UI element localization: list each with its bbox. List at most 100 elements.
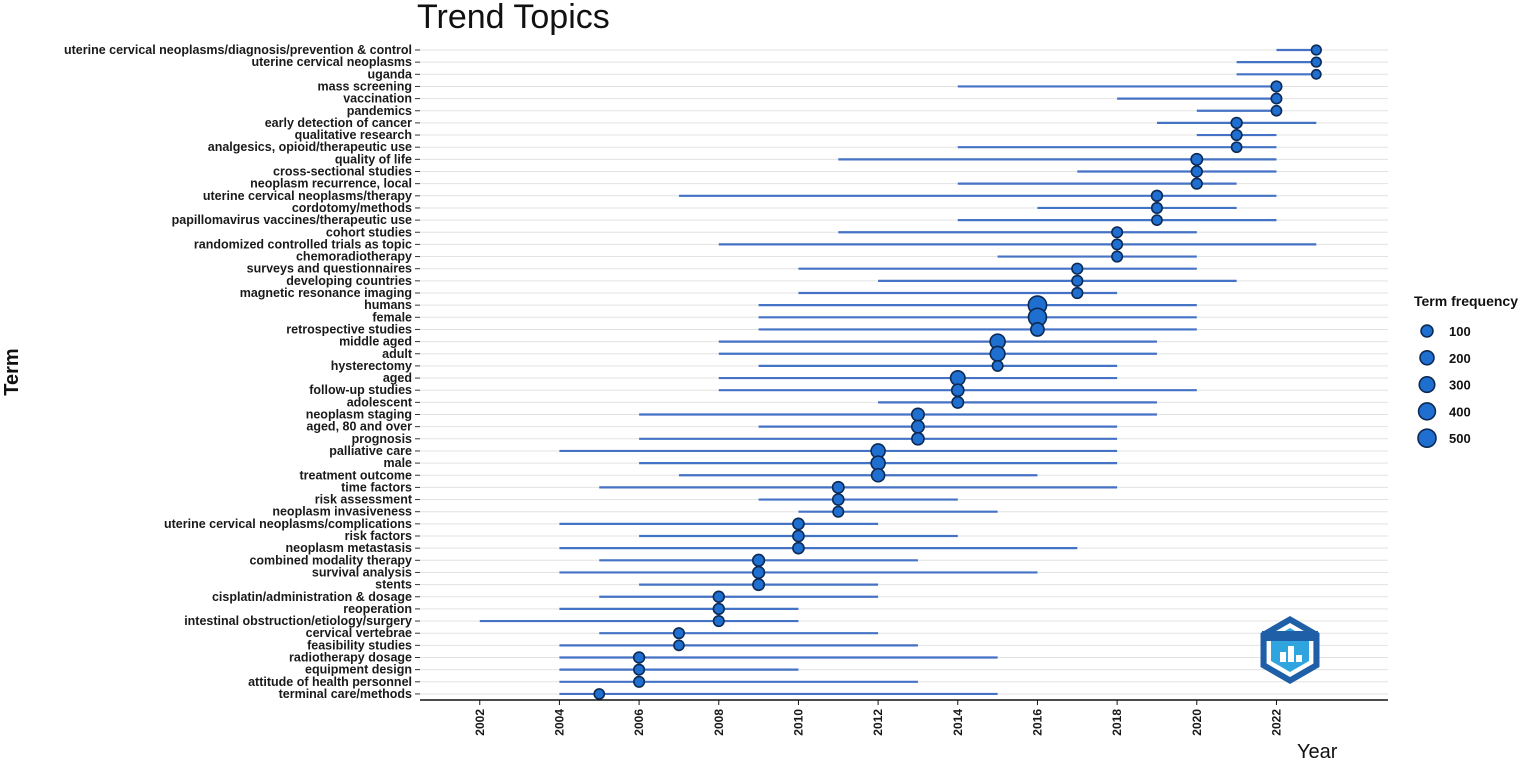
term-label: treatment outcome [299,468,412,482]
term-label: adolescent [347,395,413,409]
term-label: qualitative research [295,128,412,142]
term-label: uterine cervical neoplasms/diagnosis/pre… [64,43,412,57]
term-point [672,627,685,640]
term-label: survival analysis [312,565,412,579]
term-label: papillomavirus vaccines/therapeutic use [172,213,412,227]
term-point [1230,116,1243,130]
term-label: analgesics, opioid/therapeutic use [208,140,412,154]
term-label: chemoradiotherapy [296,250,412,264]
term-label: prognosis [352,432,412,446]
term-point [1030,322,1045,337]
term-point [1190,177,1203,190]
x-tick-label: 2010 [791,709,805,736]
term-label: attitude of health personnel [248,675,412,689]
term-label: cross-sectional studies [273,165,412,179]
legend-title: Term frequency [1414,293,1518,309]
term-point [712,615,725,628]
term-point [792,541,805,555]
legend-point [1418,376,1436,394]
term-point [712,602,725,616]
term-point [951,395,965,409]
term-point [1190,152,1204,166]
term-label: time factors [341,480,412,494]
term-point [1270,92,1283,105]
segment-layer [479,48,1317,696]
logo-chart-icon [1280,646,1302,662]
term-point [1150,201,1163,214]
term-point [1151,214,1163,226]
term-point [1310,68,1322,80]
term-point [593,688,606,700]
term-point [633,675,646,688]
term-label: radiotherapy dosage [289,651,412,665]
legend: Term frequency 100 200 300 400 500 [1414,293,1518,449]
term-label: randomized controlled trials as topic [194,237,412,251]
term-point [1150,189,1164,203]
legend-label: 200 [1449,351,1471,366]
x-tick-label: 2014 [951,709,965,736]
legend-label: 300 [1449,378,1471,393]
legend-label: 100 [1449,324,1471,339]
term-point [633,663,646,676]
term-point [673,639,685,652]
term-label: humans [364,298,412,312]
point-layer [593,44,1322,700]
bibliometrix-logo [1260,616,1320,684]
term-label: male [384,456,413,470]
term-point [911,431,925,446]
term-label: adult [382,347,413,361]
term-point [1071,262,1084,275]
x-tick-label: 2006 [632,709,646,736]
legend-label: 500 [1449,431,1471,446]
term-label: middle aged [339,335,412,349]
term-label: surveys and questionnaires [247,262,412,276]
term-point [792,529,805,543]
term-label: aged, 80 and over [306,420,412,434]
legend-items: 100 200 300 400 500 [1417,324,1471,449]
legend-label: 400 [1449,404,1471,419]
term-label: neoplasm metastasis [286,541,412,555]
legend-point [1420,324,1434,338]
term-label: cordotomy/methods [292,201,412,215]
term-point [1310,56,1322,68]
term-point [1270,80,1283,93]
term-label: feasibility studies [307,638,412,652]
term-label: female [372,310,412,324]
term-labels: uterine cervical neoplasms/diagnosis/pre… [64,43,413,701]
x-tick-label: 2022 [1269,709,1283,736]
logo-banner [1262,631,1318,641]
term-label: follow-up studies [309,383,412,397]
x-tick-label: 2016 [1030,709,1044,736]
term-label: neoplasm recurrence, local [250,177,412,191]
x-tick-label: 2004 [552,709,566,736]
term-label: pandemics [347,104,412,118]
x-tick-label: 2018 [1110,709,1124,736]
term-point [832,505,845,518]
term-label: mass screening [318,79,413,93]
term-point [1270,104,1283,117]
term-point [991,359,1004,372]
term-label: cisplatin/administration & dosage [212,590,412,604]
term-label: hysterectomy [331,359,412,373]
term-label: cervical vertebrae [306,626,412,640]
term-point [752,578,766,592]
term-point [632,651,646,664]
term-label: neoplasm invasiveness [272,505,412,519]
x-tick-label: 2008 [712,709,726,736]
term-point [949,370,966,387]
term-point [751,553,766,567]
term-label: intestinal obstruction/etiology/surgery [184,614,412,628]
term-point [1111,238,1124,251]
term-label: risk factors [345,529,412,543]
term-point [950,383,965,398]
x-tick-label: 2012 [871,709,885,736]
term-label: quality of life [335,152,412,166]
term-point [831,493,845,506]
legend-point [1417,402,1437,421]
term-label: developing countries [286,274,412,288]
term-point [1230,141,1243,154]
term-point [989,345,1006,362]
x-tick-label: 2002 [473,709,487,736]
term-point [910,407,925,422]
